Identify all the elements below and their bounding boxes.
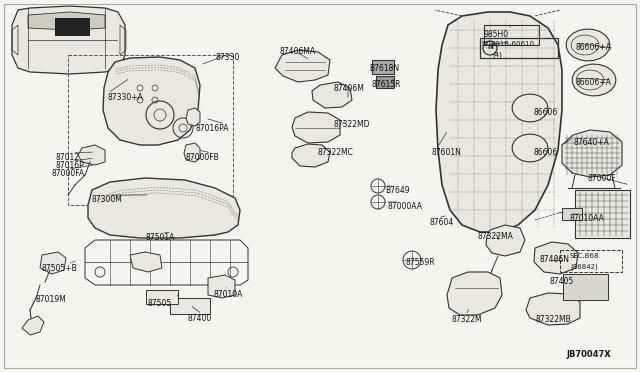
Bar	[376, 76, 394, 88]
Bar	[170, 298, 210, 314]
Polygon shape	[28, 12, 105, 30]
Text: 87016PA: 87016PA	[196, 124, 230, 133]
Bar	[575, 190, 630, 238]
Bar	[68, 55, 233, 205]
Bar	[55, 18, 90, 36]
Text: 87010AA: 87010AA	[569, 214, 604, 223]
Text: 87615R: 87615R	[372, 80, 401, 89]
Polygon shape	[12, 6, 125, 74]
Text: 87406N: 87406N	[540, 255, 570, 264]
Polygon shape	[78, 145, 105, 165]
Polygon shape	[130, 252, 162, 272]
Polygon shape	[566, 29, 610, 61]
Text: 87010A: 87010A	[214, 290, 243, 299]
Text: 87300M: 87300M	[92, 195, 123, 204]
Bar	[484, 25, 539, 45]
Bar	[560, 250, 622, 272]
Polygon shape	[512, 134, 548, 162]
Polygon shape	[312, 82, 352, 108]
Polygon shape	[275, 50, 330, 82]
Text: 87000F: 87000F	[588, 174, 616, 183]
Polygon shape	[447, 272, 502, 315]
Polygon shape	[186, 108, 200, 126]
Polygon shape	[208, 275, 235, 298]
Text: 87000AA: 87000AA	[387, 202, 422, 211]
Bar	[563, 274, 608, 300]
Text: 87559R: 87559R	[406, 258, 436, 267]
Text: 87322MC: 87322MC	[318, 148, 354, 157]
Text: 985H0: 985H0	[484, 30, 509, 39]
Text: 87604: 87604	[430, 218, 454, 227]
Text: 86606+A: 86606+A	[575, 43, 611, 52]
Text: 87406M: 87406M	[334, 84, 365, 93]
Polygon shape	[534, 242, 578, 274]
Text: 86606: 86606	[533, 108, 557, 117]
Text: (86842): (86842)	[570, 263, 598, 269]
Text: 87322M: 87322M	[451, 315, 482, 324]
Text: 86606: 86606	[534, 148, 558, 157]
Text: 87019M: 87019M	[36, 295, 67, 304]
Polygon shape	[486, 225, 525, 256]
Text: 87406MA: 87406MA	[280, 47, 316, 56]
Text: 87640+A: 87640+A	[573, 138, 609, 147]
Bar	[562, 208, 582, 220]
Text: B7649: B7649	[385, 186, 410, 195]
Polygon shape	[103, 57, 200, 145]
Text: 87012: 87012	[56, 153, 80, 162]
Text: SEC.B68: SEC.B68	[570, 253, 600, 259]
Polygon shape	[436, 12, 562, 232]
Polygon shape	[88, 178, 240, 238]
Text: 87322MD: 87322MD	[334, 120, 371, 129]
Text: B7618N: B7618N	[369, 64, 399, 73]
Polygon shape	[526, 293, 580, 325]
Polygon shape	[572, 64, 616, 96]
Polygon shape	[184, 143, 200, 162]
Text: 87505+B: 87505+B	[42, 264, 77, 273]
Text: 87501A: 87501A	[145, 233, 174, 242]
Polygon shape	[562, 130, 622, 177]
Text: 87400: 87400	[188, 314, 212, 323]
Bar	[146, 290, 178, 304]
Bar	[372, 60, 394, 74]
Text: N0891B-60610: N0891B-60610	[481, 41, 534, 47]
Text: 87000FB: 87000FB	[186, 153, 220, 162]
Polygon shape	[292, 144, 330, 167]
Bar	[480, 38, 558, 58]
Polygon shape	[40, 252, 66, 274]
Text: JB70047X: JB70047X	[566, 350, 611, 359]
Polygon shape	[292, 112, 340, 143]
Text: 87322MB: 87322MB	[535, 315, 571, 324]
Text: 87322MA: 87322MA	[477, 232, 513, 241]
Text: 87601N: 87601N	[431, 148, 461, 157]
Polygon shape	[512, 94, 548, 122]
Text: (4): (4)	[492, 52, 502, 58]
Text: 87330+A: 87330+A	[108, 93, 144, 102]
Text: 87016P: 87016P	[56, 161, 84, 170]
Text: 87505: 87505	[148, 299, 172, 308]
Text: 87330: 87330	[215, 53, 239, 62]
Text: N: N	[487, 44, 493, 50]
Polygon shape	[22, 316, 44, 335]
Text: 87405: 87405	[549, 277, 573, 286]
Text: 87000FA: 87000FA	[52, 169, 85, 178]
Text: 86606+A: 86606+A	[576, 78, 612, 87]
